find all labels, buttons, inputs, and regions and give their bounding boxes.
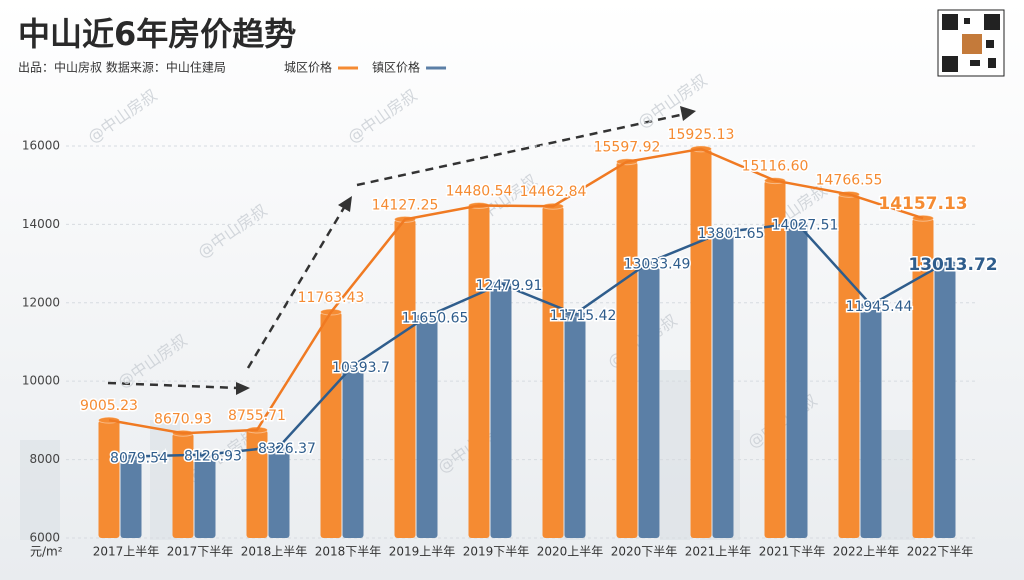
bar bbox=[786, 223, 808, 538]
bar bbox=[490, 283, 512, 538]
x-tick-label: 2020上半年 bbox=[537, 545, 604, 559]
x-tick-label: 2019上半年 bbox=[389, 545, 456, 559]
legend-label: 城区价格 bbox=[284, 60, 332, 75]
y-unit: 元/m² bbox=[30, 545, 63, 559]
bar bbox=[416, 316, 438, 538]
bar bbox=[172, 433, 194, 538]
bar bbox=[690, 148, 712, 538]
y-tick-label: 8000 bbox=[29, 452, 60, 466]
series-line bbox=[130, 221, 946, 458]
data-label: 12479.91 bbox=[476, 278, 543, 294]
y-tick-label: 6000 bbox=[29, 531, 60, 545]
data-label: 8079.54 bbox=[110, 450, 168, 466]
y-tick-label: 16000 bbox=[22, 138, 60, 152]
x-tick-label: 2018下半年 bbox=[315, 545, 382, 559]
data-label: 14157.13 bbox=[878, 194, 967, 214]
data-label: 13801.65 bbox=[698, 226, 765, 242]
data-label: 8126.93 bbox=[184, 449, 242, 465]
bar bbox=[542, 206, 564, 538]
arrow-heads bbox=[236, 106, 696, 395]
bar bbox=[394, 219, 416, 538]
bar bbox=[934, 263, 956, 538]
bar bbox=[194, 454, 216, 538]
data-label: 11945.44 bbox=[846, 299, 913, 315]
bar bbox=[342, 365, 364, 538]
data-label: 11650.65 bbox=[402, 310, 469, 326]
data-label: 14127.25 bbox=[372, 197, 439, 213]
data-label: 11763.43 bbox=[298, 290, 365, 306]
x-tick-label: 2022上半年 bbox=[833, 545, 900, 559]
bar bbox=[246, 429, 268, 538]
data-label: 8670.93 bbox=[154, 411, 212, 427]
series-line bbox=[108, 147, 924, 435]
x-tick-label: 2019下半年 bbox=[463, 545, 530, 559]
bar bbox=[120, 456, 142, 538]
data-label: 8326.37 bbox=[258, 441, 316, 457]
x-tick-label: 2018上半年 bbox=[241, 545, 308, 559]
bar bbox=[616, 161, 638, 539]
legend: 城区价格 镇区价格 bbox=[284, 60, 447, 75]
y-tick-label: 14000 bbox=[22, 217, 60, 231]
x-tick-label: 2017下半年 bbox=[167, 545, 234, 559]
x-tick-label: 2017上半年 bbox=[93, 545, 160, 559]
bar bbox=[860, 304, 882, 538]
x-tick-label: 2021下半年 bbox=[759, 545, 826, 559]
bar bbox=[564, 313, 586, 538]
bar bbox=[712, 232, 734, 538]
trend-arrows bbox=[107, 113, 681, 390]
bar bbox=[320, 312, 342, 538]
data-label: 11715.42 bbox=[550, 308, 617, 324]
bar bbox=[638, 262, 660, 538]
bar bbox=[838, 194, 860, 539]
x-tick-label: 2022下半年 bbox=[907, 545, 974, 559]
data-label: 13013.72 bbox=[908, 255, 997, 275]
data-label: 15116.60 bbox=[742, 159, 809, 175]
data-label: 14027.51 bbox=[772, 217, 839, 233]
y-tick-label: 10000 bbox=[22, 374, 60, 388]
data-label: 14766.55 bbox=[816, 172, 883, 188]
legend-label: 镇区价格 bbox=[372, 60, 420, 75]
chart-title: 中山近6年房价趋势 bbox=[18, 15, 296, 53]
qr-code bbox=[937, 9, 1005, 77]
bar bbox=[98, 420, 120, 538]
data-label: 10393.7 bbox=[332, 360, 390, 376]
x-tick-label: 2020下半年 bbox=[611, 545, 678, 559]
data-label: 15597.92 bbox=[594, 140, 661, 156]
data-label: 15925.13 bbox=[668, 127, 735, 143]
bar bbox=[268, 446, 290, 538]
data-label: 8755.71 bbox=[228, 408, 286, 424]
data-label: 14462.84 bbox=[520, 184, 587, 200]
data-label: 13033.49 bbox=[624, 256, 691, 272]
data-label: 14480.54 bbox=[446, 184, 513, 200]
bar bbox=[468, 205, 490, 538]
y-tick-label: 12000 bbox=[22, 295, 60, 309]
data-label: 9005.23 bbox=[80, 398, 138, 414]
chart-subtitle: 出品：中山房叔 数据来源：中山住建局 bbox=[18, 60, 226, 75]
bar bbox=[764, 180, 786, 538]
bar bbox=[912, 218, 934, 539]
x-tick-label: 2021上半年 bbox=[685, 545, 752, 559]
